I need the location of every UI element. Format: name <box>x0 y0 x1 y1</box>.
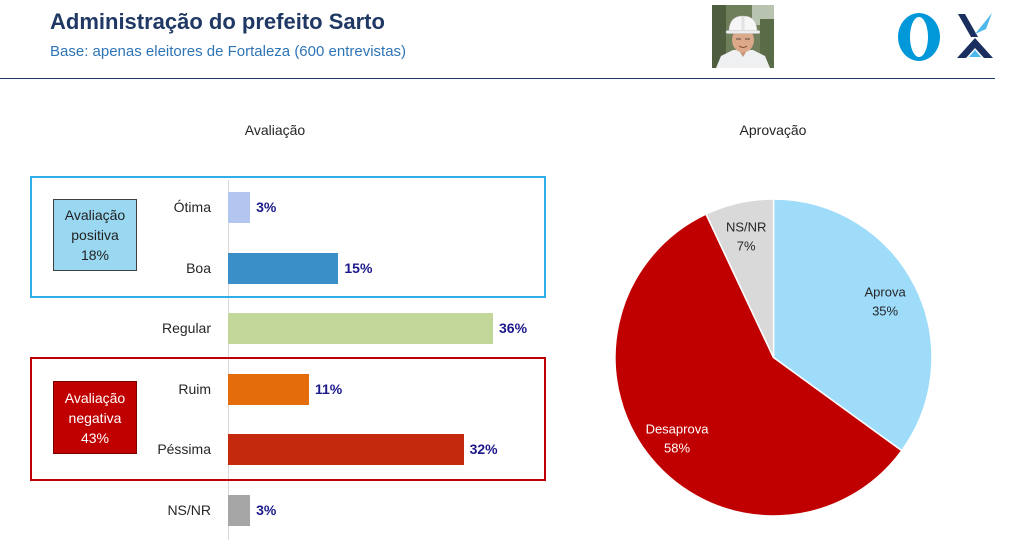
mayor-photo <box>712 5 774 68</box>
value-label-boa: 15% <box>344 260 373 276</box>
negative-group-frame <box>30 357 546 481</box>
value-label-otima: 3% <box>256 199 277 215</box>
bar-boa <box>228 253 339 284</box>
negative-group-label: Avaliação negativa 43% <box>53 381 137 454</box>
pie-chart: Aprova 35% Desaprova 58% NS/NR 7% <box>614 198 933 517</box>
group-label-total: 18% <box>80 247 110 263</box>
category-label-ns-nr: NS/NR <box>167 502 211 518</box>
category-label-ruim: Ruim <box>178 381 211 397</box>
brand-x-logo-icon <box>955 12 995 60</box>
value-label-pessima: 32% <box>469 441 498 457</box>
pie-slice-ns-nr <box>705 198 775 358</box>
category-label-otima: Ótima <box>173 199 211 215</box>
page-subtitle: Base: apenas eleitores de Fortaleza (600… <box>50 43 407 60</box>
pie-slice-aprova <box>772 198 933 452</box>
bar-regular <box>228 313 493 344</box>
bar-ruim <box>228 374 309 405</box>
group-label-line: negativa <box>68 409 122 426</box>
pie-value-aprova: 35% <box>872 304 898 319</box>
portrait-photo <box>712 5 774 68</box>
page-title: Administração do prefeito Sarto <box>50 9 385 34</box>
pie-label-aprova: Aprova <box>864 285 906 300</box>
chart-title-approval: Aprovação <box>739 122 807 138</box>
value-label-ns-nr: 3% <box>256 502 277 518</box>
value-label-regular: 36% <box>499 320 528 336</box>
value-label-ruim: 11% <box>315 381 343 397</box>
category-label-pessima: Péssima <box>157 441 211 457</box>
bar-otima <box>228 192 251 223</box>
bar-ns-nr <box>228 495 251 526</box>
group-label-line: Avaliação <box>64 207 126 223</box>
bar-pessima <box>228 434 464 465</box>
pie-slice-desaprova <box>614 213 903 517</box>
brand-o-logo-icon <box>898 13 941 61</box>
category-label-regular: Regular <box>161 320 211 336</box>
category-label-boa: Boa <box>186 260 211 276</box>
pie-label-ns-nr: NS/NR <box>726 219 766 234</box>
chart-axis-line <box>228 180 229 540</box>
chart-title-evaluation: Avaliação <box>244 122 306 138</box>
pie-label-desaprova: Desaprova <box>646 421 710 436</box>
pie-value-ns-nr: 7% <box>737 238 756 253</box>
group-label-line: positiva <box>71 227 119 243</box>
brand-o-logo <box>897 12 941 62</box>
positive-group-label: Avaliação positiva 18% <box>53 199 137 271</box>
pie-value-desaprova: 58% <box>664 440 690 455</box>
positive-group-frame <box>30 176 546 298</box>
x-logo-icon <box>957 13 993 58</box>
group-label-total: 43% <box>80 429 110 446</box>
group-label-line: Avaliação <box>64 389 126 406</box>
header-divider <box>0 78 995 79</box>
